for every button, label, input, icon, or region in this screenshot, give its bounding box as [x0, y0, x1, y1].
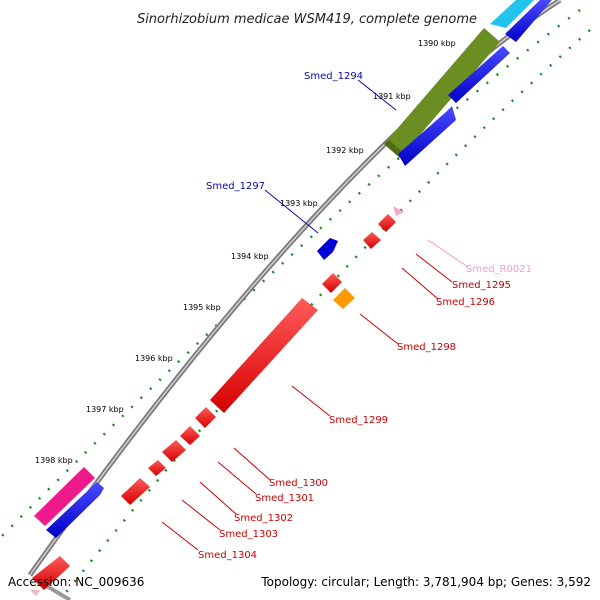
- gene-label-smed-1301[interactable]: Smed_1301: [255, 493, 314, 504]
- leader-line-1301: [217, 461, 257, 495]
- gene-block-blue-smed-1297[interactable]: [317, 238, 338, 260]
- gene-label-smed-1299[interactable]: Smed_1299: [329, 415, 388, 426]
- gene-label-smed-1303[interactable]: Smed_1303: [219, 529, 278, 540]
- leader-line-1303: [181, 499, 221, 531]
- genome-summary-text: Topology: circular; Length: 3,781,904 bp…: [260, 575, 591, 589]
- leader-line-1295: [415, 253, 453, 283]
- gene-label-smed-1300[interactable]: Smed_1300: [269, 478, 328, 489]
- gene-block-pink-bottom[interactable]: [30, 590, 40, 596]
- kbp-tick-label: 1391 kbp: [373, 92, 411, 101]
- gene-block-red-1303[interactable]: [148, 460, 166, 476]
- gene-block-red-1302[interactable]: [162, 440, 186, 462]
- gene-block-cyan[interactable]: [490, 0, 534, 28]
- leader-line-1294: [357, 79, 397, 111]
- gene-label-smed-1297[interactable]: Smed_1297: [206, 181, 265, 192]
- gene-block-orange-1298[interactable]: [333, 288, 355, 309]
- gene-block-blue-top[interactable]: [505, 0, 552, 42]
- gene-label-smed-1298[interactable]: Smed_1298: [397, 342, 456, 353]
- gene-block-red-1299[interactable]: [210, 298, 318, 413]
- gene-block-red-1301[interactable]: [180, 426, 200, 445]
- leader-line-1299: [291, 385, 331, 417]
- gene-block-red-1304[interactable]: [121, 478, 150, 505]
- gene-block-red-1298a[interactable]: [322, 273, 342, 293]
- leader-line-1297: [264, 189, 319, 234]
- kbp-tick-label: 1390 kbp: [418, 39, 456, 48]
- kbp-tick-label: 1394 kbp: [231, 252, 269, 261]
- gene-block-red-1296[interactable]: [363, 232, 381, 249]
- gene-block-blue-2[interactable]: [398, 106, 456, 166]
- gene-label-smed-r0021[interactable]: Smed_R0021: [466, 264, 532, 275]
- gene-block-magenta[interactable]: [34, 467, 95, 526]
- gene-block-pink-rna[interactable]: [393, 206, 404, 216]
- gene-block-blue-1[interactable]: [448, 46, 510, 103]
- leader-line-1300: [233, 447, 271, 481]
- map-title: Sinorhizobium medicae WSM419, complete g…: [137, 12, 477, 27]
- gene-block-blue-bottom[interactable]: [46, 482, 104, 538]
- gene-block-red-1300[interactable]: [195, 407, 216, 428]
- leader-line-1296: [401, 267, 439, 300]
- kbp-tick-label: 1398 kbp: [35, 456, 73, 465]
- gene-label-smed-1302[interactable]: Smed_1302: [234, 513, 293, 524]
- leader-line-1302: [199, 481, 237, 515]
- gene-label-smed-1304[interactable]: Smed_1304: [198, 550, 257, 561]
- leader-lines: [161, 79, 469, 551]
- gene-label-smed-1296[interactable]: Smed_1296: [436, 297, 495, 308]
- leader-line-1298: [359, 313, 399, 345]
- gene-label-smed-1295[interactable]: Smed_1295: [452, 280, 511, 291]
- inner-tick-ring: [59, 29, 591, 600]
- gene-block-olive-smed-1294[interactable]: [384, 28, 500, 158]
- gene-label-smed-1294[interactable]: Smed_1294: [304, 71, 363, 82]
- kbp-tick-label: 1393 kbp: [280, 199, 318, 208]
- accession-text: Accession: NC_009636: [8, 575, 144, 589]
- kbp-tick-label: 1392 kbp: [326, 146, 364, 155]
- kbp-tick-label: 1395 kbp: [183, 303, 221, 312]
- leader-line-1304: [161, 521, 199, 551]
- kbp-tick-label: 1397 kbp: [86, 405, 124, 414]
- kbp-tick-label: 1396 kbp: [135, 354, 173, 363]
- gene-block-red-1295[interactable]: [378, 214, 396, 232]
- leader-line-r0021: [427, 239, 469, 268]
- genome-backbone-end: [43, 583, 72, 600]
- gene-block-red-bottom[interactable]: [32, 556, 70, 590]
